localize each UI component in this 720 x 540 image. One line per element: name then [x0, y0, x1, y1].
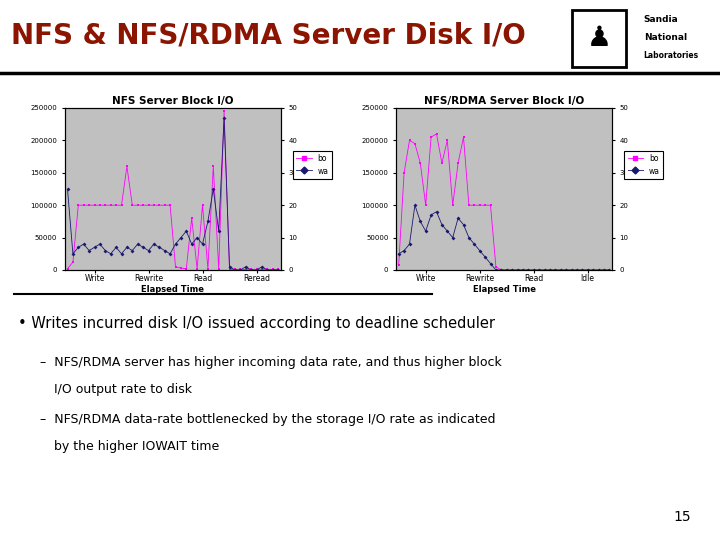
FancyBboxPatch shape — [572, 10, 626, 67]
Text: ♟: ♟ — [587, 24, 611, 52]
Text: NFS & NFS/RDMA Server Disk I/O: NFS & NFS/RDMA Server Disk I/O — [11, 21, 526, 49]
Text: I/O output rate to disk: I/O output rate to disk — [54, 383, 192, 396]
Title: NFS Server Block I/O: NFS Server Block I/O — [112, 96, 233, 106]
Text: Laboratories: Laboratories — [644, 51, 699, 60]
Text: Sandia: Sandia — [644, 15, 678, 24]
Legend: bo, wa: bo, wa — [624, 151, 663, 179]
Title: NFS/RDMA Server Block I/O: NFS/RDMA Server Block I/O — [424, 96, 584, 106]
Text: by the higher IOWAIT time: by the higher IOWAIT time — [54, 440, 220, 453]
X-axis label: Elapsed Time: Elapsed Time — [472, 285, 536, 294]
Text: • Writes incurred disk I/O issued according to deadline scheduler: • Writes incurred disk I/O issued accord… — [18, 316, 495, 331]
Text: National: National — [644, 33, 687, 42]
Legend: bo, wa: bo, wa — [293, 151, 332, 179]
Text: 15: 15 — [674, 510, 691, 524]
Text: –  NFS/RDMA data-rate bottlenecked by the storage I/O rate as indicated: – NFS/RDMA data-rate bottlenecked by the… — [40, 413, 495, 426]
X-axis label: Elapsed Time: Elapsed Time — [141, 285, 204, 294]
Text: –  NFS/RDMA server has higher incoming data rate, and thus higher block: – NFS/RDMA server has higher incoming da… — [40, 356, 501, 369]
